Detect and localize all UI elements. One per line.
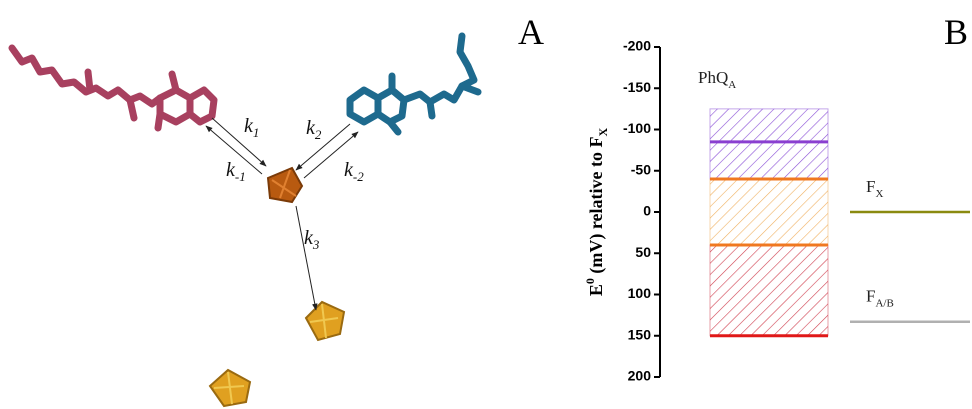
y-tick-label: 0 — [643, 203, 651, 219]
cofactor-label-part: F — [866, 287, 875, 306]
y-tick-label: -100 — [623, 120, 651, 136]
rate-label: k-1 — [226, 159, 246, 184]
y-tick-label: -50 — [631, 161, 651, 177]
rate-label: k-2 — [344, 159, 364, 184]
rate-label-part: 3 — [312, 237, 320, 252]
molecule-red — [12, 48, 214, 128]
cofactor-label: FX — [866, 177, 883, 200]
y-axis-label-part: (mV) relative to F — [586, 137, 607, 279]
cofactor-label: FA/B — [866, 287, 894, 310]
y-tick-label: 200 — [628, 368, 652, 384]
panel-label: B — [944, 12, 968, 52]
cluster-orange — [268, 168, 302, 202]
cofactor-label-part: A/B — [875, 298, 893, 310]
y-tick-label: 50 — [635, 244, 651, 260]
cofactor-label-part: F — [866, 177, 875, 196]
y-tick-label: -200 — [623, 38, 651, 54]
arrows — [206, 118, 358, 310]
cluster-yellow — [210, 302, 344, 406]
rate-label-part: -1 — [235, 169, 246, 184]
rate-label-part: 2 — [315, 127, 322, 142]
cofactor-label-part: PhQ — [698, 68, 728, 87]
y-axis-label-part: E — [586, 284, 606, 296]
figure: A k1 k-1 k2 k-2 k3 B -200 -150 -100 -50 0 50 100 150 2… — [0, 0, 972, 409]
rate-label: k1 — [244, 115, 259, 140]
y-tick-label: 150 — [628, 326, 652, 342]
y-tick-label: 100 — [628, 285, 652, 301]
range-band — [710, 179, 828, 245]
cofactor-label-part: X — [875, 188, 883, 200]
cofactor-label: PhQA — [698, 68, 736, 91]
rate-label-part: 1 — [253, 125, 260, 140]
rate-label-part: -2 — [353, 169, 364, 184]
rate-label: k2 — [306, 117, 322, 142]
panel-label: A — [518, 12, 544, 52]
rate-label: k3 — [304, 227, 320, 252]
y-axis-label-part: X — [596, 128, 610, 137]
molecule-blue — [350, 36, 478, 132]
cofactor-label-part: A — [728, 79, 736, 91]
range-band — [710, 109, 828, 179]
range-band — [710, 245, 828, 336]
y-tick-label: -150 — [623, 79, 651, 95]
y-axis-label: E0 (mV) relative to FX — [583, 128, 610, 297]
